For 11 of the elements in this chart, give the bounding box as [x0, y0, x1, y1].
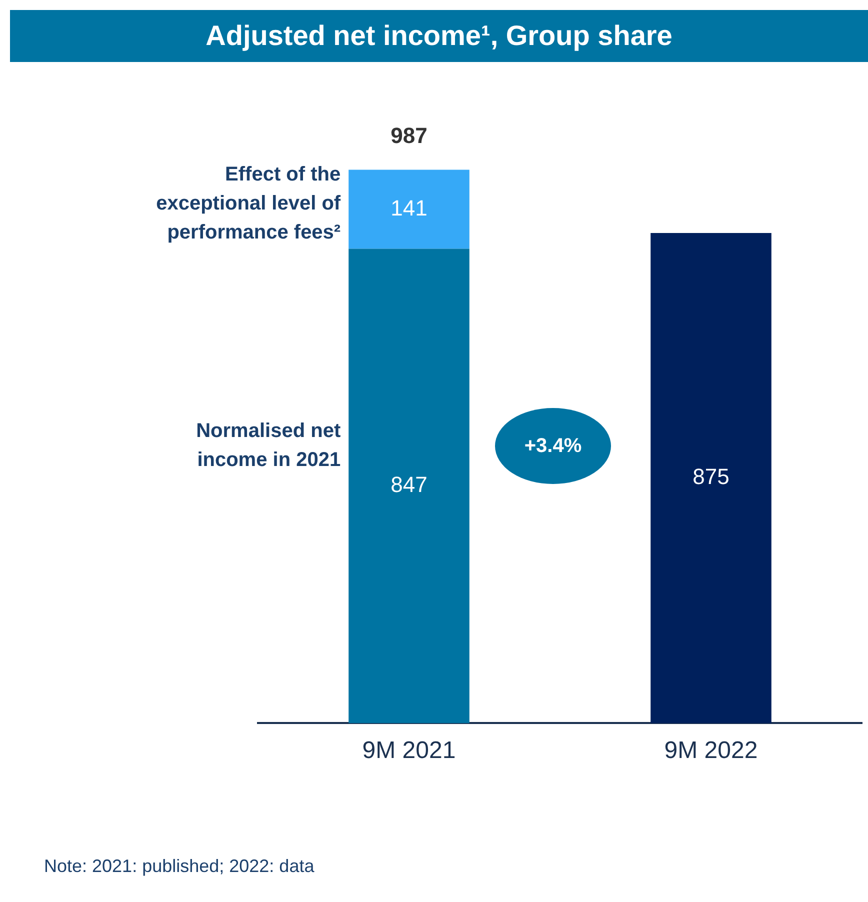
chart-title: Adjusted net income¹, Group share [10, 10, 868, 62]
text: Note: 2021: published; 2022: data [44, 856, 314, 877]
total-label: 987 [390, 122, 428, 148]
series-label: Normalised net income in 2021 [196, 420, 341, 471]
data-label: 141 [390, 195, 428, 220]
ellipse-badge: +3.4% [495, 408, 611, 484]
x-tick-label: 9M 2021 [362, 737, 456, 764]
series-label: Effect of the exceptional level of performance fees² [156, 164, 341, 244]
x-tick-label: 9M 2022 [664, 737, 758, 764]
data-label: 847 [390, 472, 428, 498]
data-label: 875 [692, 464, 730, 490]
